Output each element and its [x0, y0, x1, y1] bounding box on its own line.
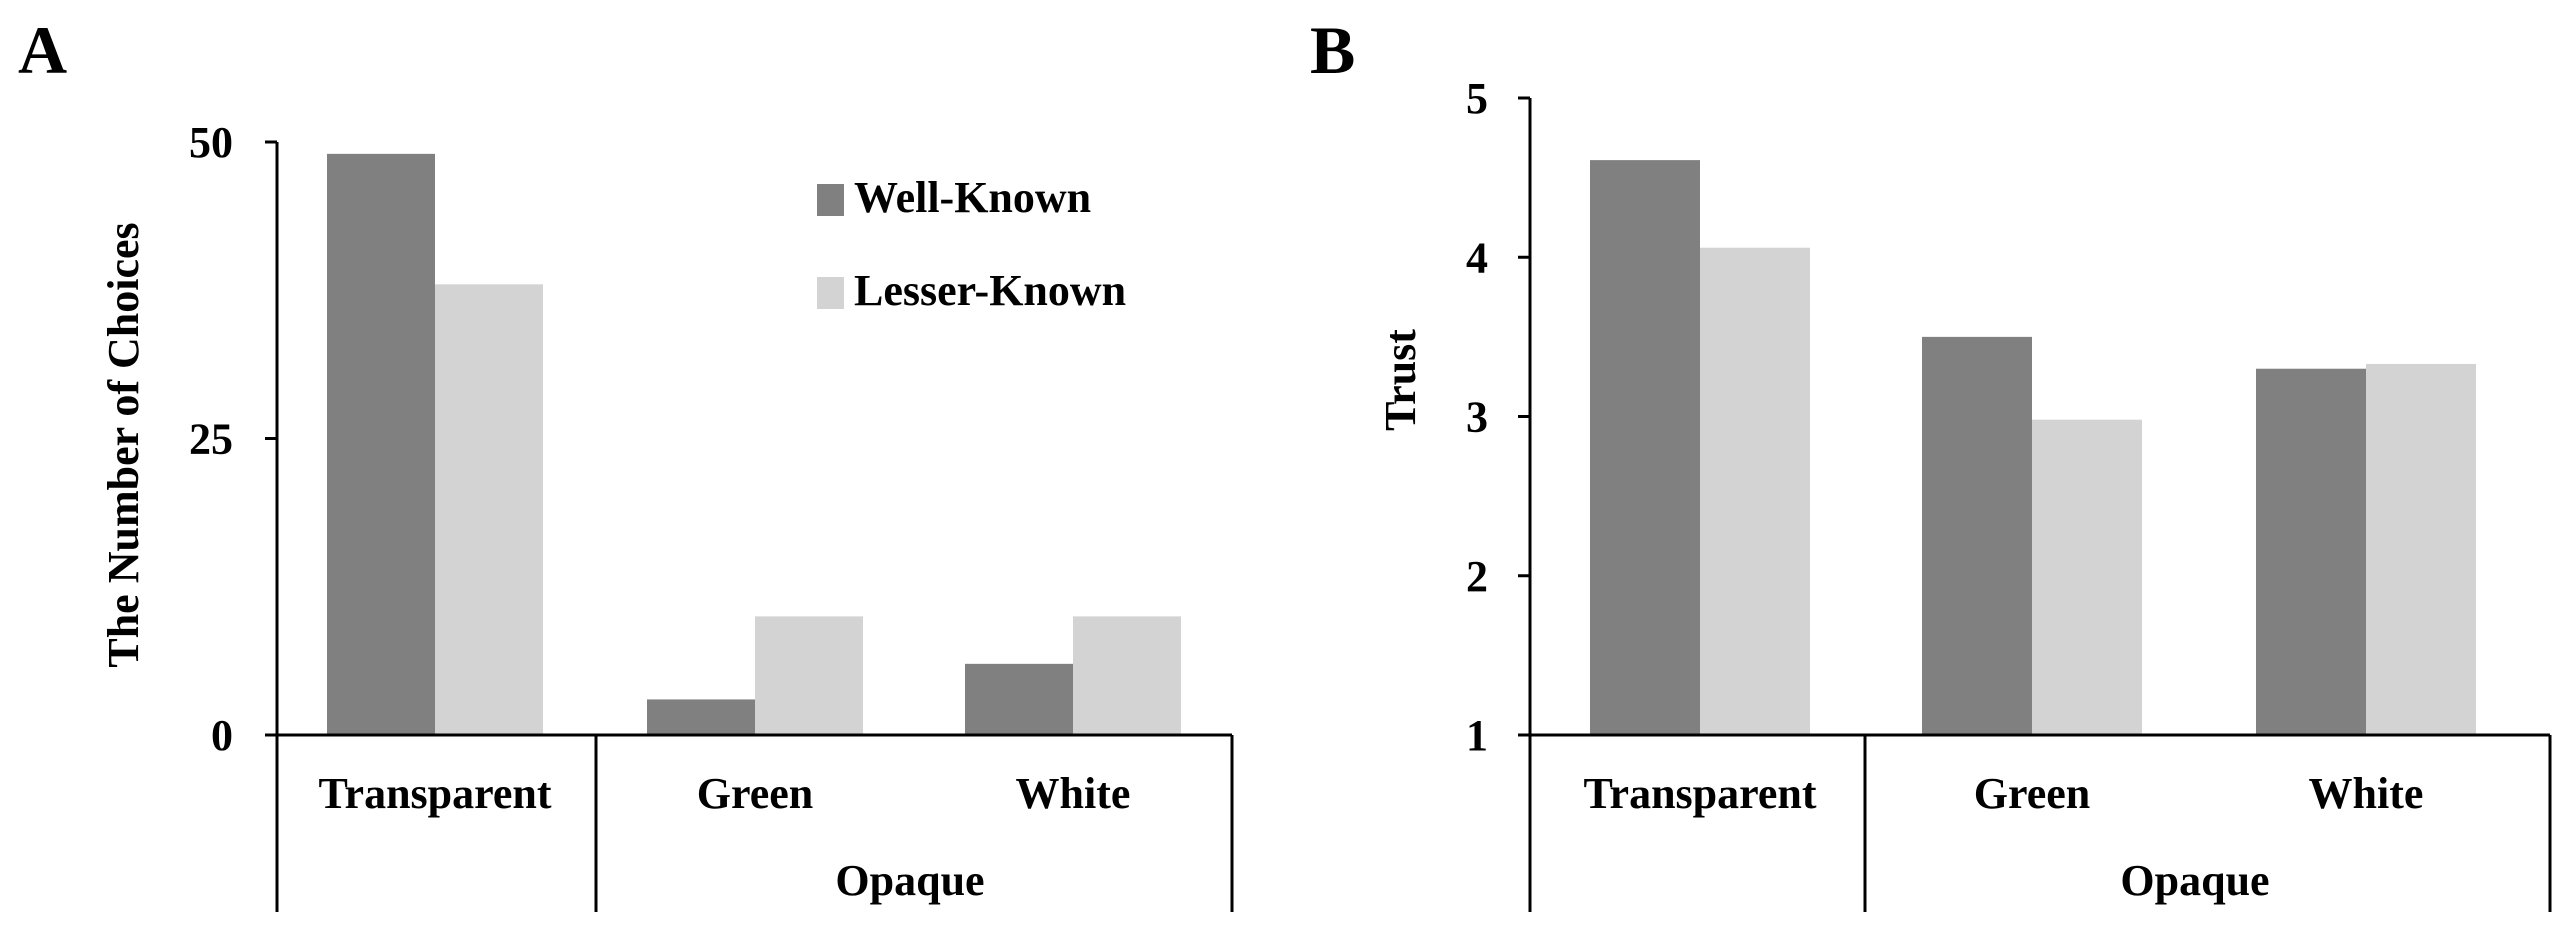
y-tick-label: 0	[211, 711, 233, 760]
category-label-transparent: Transparent	[1583, 769, 1816, 818]
bar-well-known-white	[2256, 368, 2366, 735]
panel-b-group-label: Opaque	[2120, 856, 2269, 905]
panel-b: B Trust 1 2 3 4 5 Transparent Green White Opaq…	[1310, 12, 2552, 912]
bar-lesser-known-transparent	[435, 284, 543, 735]
panel-b-letter: B	[1310, 12, 1355, 88]
bar-well-known-transparent	[1590, 160, 1700, 736]
panel-a-y-axis-label: The Number of Choices	[99, 222, 148, 667]
panel-a-category-labels: Transparent Green White	[318, 769, 1130, 818]
panel-b-bars	[1590, 160, 2476, 736]
legend-swatch-well-known	[817, 184, 844, 216]
bar-well-known-transparent	[327, 153, 435, 736]
y-tick-label: 25	[189, 415, 233, 464]
bar-lesser-known-white	[2366, 363, 2476, 735]
panel-a-group-label: Opaque	[835, 856, 984, 905]
panel-b-category-labels: Transparent Green White	[1583, 769, 2423, 818]
panel-a-y-ticks: 0 25 50	[189, 118, 277, 760]
bar-lesser-known-green	[2032, 419, 2142, 735]
panel-b-y-axis-label: Trust	[1376, 329, 1425, 431]
panel-a-letter: A	[18, 12, 67, 88]
y-tick-label: 50	[189, 118, 233, 167]
legend-label-lesser-known: Lesser-Known	[854, 266, 1126, 315]
y-tick-label: 2	[1466, 552, 1488, 601]
panel-a-bars	[327, 153, 1181, 736]
bar-lesser-known-white	[1073, 616, 1181, 735]
panel-a-legend: Well-Known Lesser-Known	[817, 173, 1126, 315]
category-label-white: White	[2309, 769, 2424, 818]
panel-a-axes	[275, 142, 1234, 912]
category-label-white: White	[1016, 769, 1131, 818]
y-tick-label: 5	[1466, 74, 1488, 123]
bar-lesser-known-green	[755, 616, 863, 735]
legend-swatch-lesser-known	[817, 277, 844, 309]
bar-well-known-green	[647, 699, 755, 735]
y-tick-label: 4	[1466, 233, 1488, 282]
bar-well-known-green	[1922, 336, 2032, 735]
category-label-green: Green	[697, 769, 814, 818]
y-tick-label: 1	[1466, 711, 1488, 760]
bar-well-known-white	[965, 663, 1073, 735]
legend-label-well-known: Well-Known	[854, 173, 1091, 222]
panel-b-y-ticks: 1 2 3 4 5	[1466, 74, 1530, 760]
panel-b-axes	[1528, 98, 2552, 912]
bar-lesser-known-transparent	[1700, 247, 1810, 735]
category-label-transparent: Transparent	[318, 769, 551, 818]
y-tick-label: 3	[1466, 393, 1488, 442]
panel-a: A The Number of Choices 0 25 50 Transparen…	[18, 12, 1234, 912]
category-label-green: Green	[1974, 769, 2091, 818]
